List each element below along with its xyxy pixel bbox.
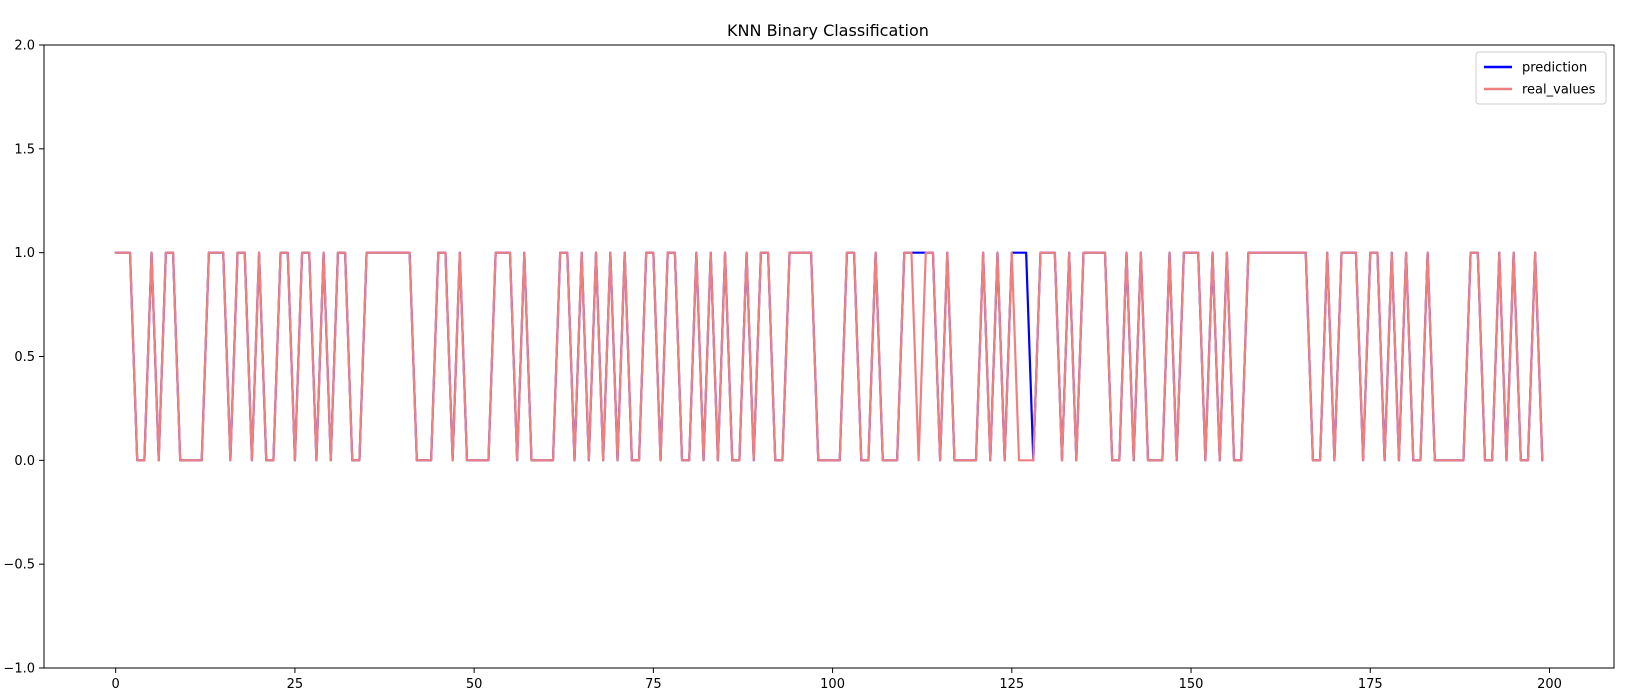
legend-label-prediction: prediction bbox=[1522, 61, 1587, 76]
x-axis: 0 25 50 75 100 125 150 175 200 bbox=[112, 668, 1562, 692]
y-tick-label: −1.0 bbox=[3, 662, 35, 677]
x-tick-label: 125 bbox=[999, 677, 1024, 692]
y-tick-label: 0.5 bbox=[14, 350, 35, 365]
y-axis: −1.0 −0.5 0.0 0.5 1.0 1.5 2.0 bbox=[3, 39, 44, 677]
legend-box bbox=[1475, 51, 1607, 105]
legend: prediction real_values bbox=[1475, 51, 1607, 105]
x-tick-label: 200 bbox=[1537, 677, 1562, 692]
chart-title: KNN Binary Classification bbox=[727, 21, 929, 40]
y-tick-label: 1.5 bbox=[14, 142, 35, 157]
y-tick-label: −0.5 bbox=[3, 558, 35, 573]
y-tick-label: 1.0 bbox=[14, 246, 35, 261]
x-tick-label: 75 bbox=[645, 677, 662, 692]
x-tick-label: 100 bbox=[820, 677, 845, 692]
series-layer bbox=[114, 251, 1544, 462]
legend-label-real_values: real_values bbox=[1522, 83, 1596, 98]
x-tick-label: 25 bbox=[287, 677, 304, 692]
series-line-real_values bbox=[114, 251, 1544, 462]
x-tick-label: 150 bbox=[1179, 677, 1204, 692]
y-tick-label: 2.0 bbox=[14, 39, 35, 54]
x-tick-label: 0 bbox=[112, 677, 120, 692]
x-tick-label: 175 bbox=[1358, 677, 1383, 692]
y-tick-label: 0.0 bbox=[14, 454, 35, 469]
x-tick-label: 50 bbox=[466, 677, 483, 692]
